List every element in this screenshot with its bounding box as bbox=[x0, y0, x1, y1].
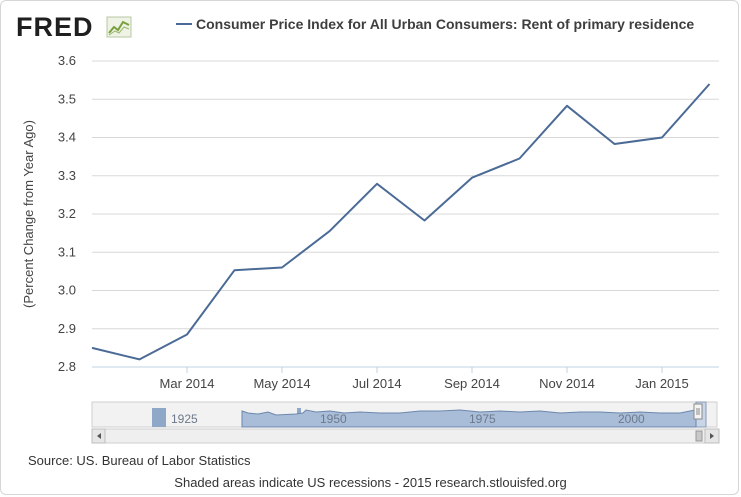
y-tick-labels: 2.8 2.9 3.0 3.1 3.2 3.3 3.4 3.5 3.6 bbox=[58, 53, 76, 374]
navigator-history-area bbox=[241, 409, 697, 428]
y-tick-label: 3.6 bbox=[58, 53, 76, 68]
navigator-handle[interactable] bbox=[693, 403, 703, 420]
y-tick-label: 3.2 bbox=[58, 206, 76, 221]
y-axis-label: (Percent Change from Year Ago) bbox=[21, 120, 36, 308]
y-tick-label: 3.4 bbox=[58, 130, 76, 145]
x-tick-label: Mar 2014 bbox=[160, 376, 215, 391]
fred-graph-icon bbox=[106, 16, 132, 38]
y-tick-label: 3.5 bbox=[58, 91, 76, 106]
source-note: Source: US. Bureau of Labor Statistics bbox=[28, 453, 251, 468]
y-tick-label: 2.9 bbox=[58, 321, 76, 336]
chart-legend[interactable]: Consumer Price Index for All Urban Consu… bbox=[176, 16, 694, 32]
x-tick-label: May 2014 bbox=[253, 376, 310, 391]
arrow-right-icon bbox=[710, 433, 714, 439]
navigator-label: 2000 bbox=[618, 412, 645, 426]
navigator-label: 1925 bbox=[171, 412, 198, 426]
x-tick-labels: Mar 2014 May 2014 Jul 2014 Sep 2014 Nov 2014… bbox=[160, 367, 689, 391]
scrollbar[interactable] bbox=[91, 428, 720, 444]
y-tick-label: 2.8 bbox=[58, 359, 76, 374]
scrollbar-thumb[interactable] bbox=[695, 430, 703, 442]
y-tick-label: 3.0 bbox=[58, 283, 76, 298]
x-tick-label: Jul 2014 bbox=[352, 376, 401, 391]
chart-header: FRED Consumer Price Index for All Urban … bbox=[16, 10, 731, 44]
x-tick-label: Jan 2015 bbox=[635, 376, 689, 391]
series-line[interactable] bbox=[91, 83, 711, 361]
y-tick-label: 3.1 bbox=[58, 244, 76, 259]
legend-label: Consumer Price Index for All Urban Consu… bbox=[196, 16, 695, 32]
grid-lines bbox=[92, 60, 719, 330]
y-tick-label: 3.3 bbox=[58, 168, 76, 183]
arrow-left-icon bbox=[97, 433, 101, 439]
navigator[interactable]: 1925 1950 1975 2000 bbox=[91, 401, 718, 428]
recession-band bbox=[152, 408, 166, 427]
legend-swatch bbox=[176, 23, 192, 25]
series-group bbox=[91, 83, 711, 361]
scrollbar-track[interactable] bbox=[91, 428, 720, 444]
navigator-label: 1950 bbox=[320, 412, 347, 426]
fred-logo[interactable]: FRED bbox=[16, 12, 94, 42]
navigator-label: 1975 bbox=[469, 412, 496, 426]
recession-note: Shaded areas indicate US recessions - 20… bbox=[174, 475, 567, 490]
x-tick-label: Sep 2014 bbox=[444, 376, 500, 391]
x-tick-label: Nov 2014 bbox=[539, 376, 595, 391]
